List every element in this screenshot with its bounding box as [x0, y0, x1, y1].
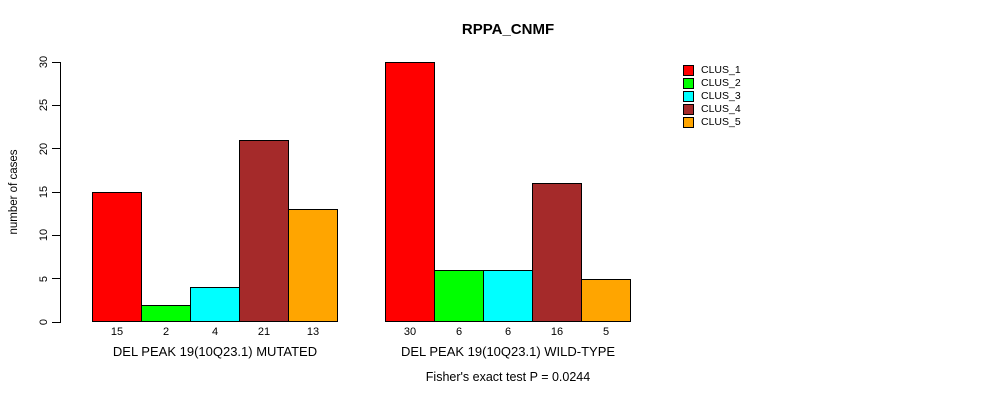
- legend: CLUS_1 CLUS_2 CLUS_3 CLUS_4 CLUS_5: [683, 64, 741, 129]
- y-tick-label: 5: [38, 275, 50, 282]
- y-tick: [52, 321, 60, 323]
- y-tick-label: 0: [38, 318, 50, 326]
- legend-swatch: [683, 104, 694, 115]
- group-label: DEL PEAK 19(10Q23.1) MUTATED: [112, 344, 318, 359]
- legend-swatch: [683, 91, 694, 102]
- bar: [288, 209, 338, 322]
- y-tick-label: 20: [38, 142, 50, 155]
- y-tick-label: 10: [38, 229, 50, 242]
- legend-label: CLUS_4: [701, 103, 741, 115]
- y-tick-label: 15: [38, 185, 50, 199]
- bar: [434, 270, 484, 322]
- y-tick-label: 25: [38, 99, 50, 112]
- legend-item: CLUS_5: [683, 116, 741, 129]
- legend-item: CLUS_2: [683, 77, 741, 90]
- bar-value-label: 30: [403, 326, 417, 338]
- bar: [483, 270, 533, 322]
- bar: [532, 183, 582, 322]
- y-axis-line: [60, 61, 61, 323]
- bar-value-label: 21: [257, 326, 271, 338]
- y-tick: [52, 234, 60, 236]
- legend-swatch: [683, 65, 694, 76]
- bar-value-label: 16: [550, 326, 564, 338]
- y-tick: [52, 278, 60, 280]
- bar-value-label: 15: [110, 326, 124, 338]
- y-tick: [52, 148, 60, 150]
- group-label: DEL PEAK 19(10Q23.1) WILD-TYPE: [400, 344, 616, 359]
- bar: [141, 304, 191, 322]
- chart-title: RPPA_CNMF: [461, 21, 555, 38]
- bar: [190, 287, 240, 322]
- legend-swatch: [683, 78, 694, 89]
- bar-value-label: 6: [504, 326, 512, 338]
- bar-value-label: 6: [455, 326, 463, 338]
- bar: [92, 192, 142, 322]
- bar: [385, 62, 435, 322]
- bar: [581, 278, 631, 322]
- bar-value-label: 2: [162, 326, 170, 338]
- y-tick: [52, 191, 60, 193]
- bar-value-label: 13: [306, 326, 320, 338]
- fisher-test-annotation: Fisher's exact test P = 0.0244: [425, 370, 591, 384]
- bar-value-label: 5: [602, 326, 610, 338]
- legend-label: CLUS_3: [701, 90, 741, 102]
- y-axis-title: number of cases: [8, 149, 20, 235]
- bar-value-label: 4: [211, 326, 219, 338]
- y-tick: [52, 61, 60, 63]
- y-tick-label: 30: [38, 55, 50, 69]
- legend-swatch: [683, 117, 694, 128]
- y-tick: [52, 104, 60, 106]
- legend-item: CLUS_3: [683, 90, 741, 103]
- legend-item: CLUS_1: [683, 64, 741, 77]
- legend-label: CLUS_2: [701, 77, 741, 89]
- legend-label: CLUS_5: [701, 116, 741, 128]
- legend-item: CLUS_4: [683, 103, 741, 116]
- legend-label: CLUS_1: [701, 64, 741, 76]
- bar: [239, 140, 289, 322]
